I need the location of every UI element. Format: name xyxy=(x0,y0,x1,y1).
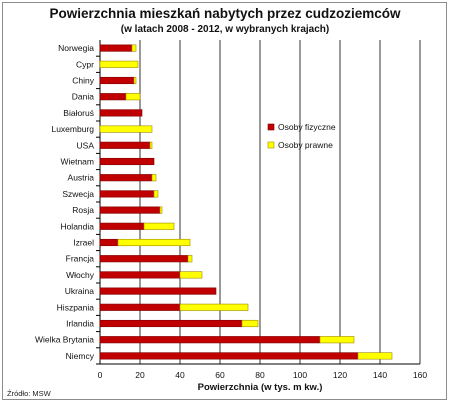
category-label: Białoruś xyxy=(63,108,94,118)
bar-segment-osoby-fizyczne xyxy=(99,141,151,149)
legend-swatch xyxy=(267,141,275,149)
legend-swatch xyxy=(267,123,275,131)
legend-label: Osoby prawne xyxy=(278,140,333,150)
bar-segment-osoby-prawne xyxy=(99,125,153,133)
category-label: Szwecja xyxy=(62,189,94,199)
category-label: Luxemburg xyxy=(51,124,94,134)
bar-segment-osoby-prawne xyxy=(153,190,159,198)
category-label: USA xyxy=(77,140,95,150)
category-label: Rosja xyxy=(72,205,94,215)
bar-segment-osoby-fizyczne xyxy=(99,352,359,360)
bar-segment-osoby-fizyczne xyxy=(99,109,143,117)
bar-segment-osoby-prawne xyxy=(357,352,393,360)
bar-segment-osoby-fizyczne xyxy=(99,238,119,247)
bar-segment-osoby-fizyczne xyxy=(99,157,155,166)
category-label: Izrael xyxy=(73,238,94,248)
category-label: Wielka Brytania xyxy=(35,335,94,345)
legend-label: Osoby fizyczne xyxy=(278,122,336,132)
category-label: Hiszpania xyxy=(57,302,95,312)
bar-segment-osoby-prawne xyxy=(319,336,355,344)
category-label: Niemcy xyxy=(66,351,95,361)
bar-segment-osoby-fizyczne xyxy=(99,93,127,101)
category-label: Cypr xyxy=(76,59,94,69)
bar-segment-osoby-fizyczne xyxy=(99,222,145,230)
category-label: Norwegia xyxy=(58,43,94,53)
bar-segment-osoby-prawne xyxy=(149,141,153,149)
bar-segment-osoby-prawne xyxy=(187,255,193,263)
category-label: Włochy xyxy=(66,270,95,280)
category-label: Francja xyxy=(66,254,95,264)
category-label: Austria xyxy=(68,173,95,183)
bar-segment-osoby-prawne xyxy=(125,93,141,101)
bar-segment-osoby-fizyczne xyxy=(99,255,189,263)
bar-segment-osoby-prawne xyxy=(179,271,203,279)
x-tick-label: 160 xyxy=(413,370,427,380)
bar-segment-osoby-fizyczne xyxy=(99,174,153,182)
bar-segment-osoby-prawne xyxy=(179,303,249,311)
bar-segment-osoby-prawne xyxy=(133,76,137,85)
x-tick-label: 120 xyxy=(333,370,347,380)
bar-segment-osoby-fizyczne xyxy=(99,271,181,279)
bar-segment-osoby-fizyczne xyxy=(99,190,155,198)
category-label: Dania xyxy=(72,92,94,102)
x-tick-label: 20 xyxy=(135,370,145,380)
bar-segment-osoby-prawne xyxy=(117,238,191,247)
x-tick-label: 80 xyxy=(255,370,265,380)
bar-segment-osoby-prawne xyxy=(159,206,163,214)
chart-subtitle: (w latach 2008 - 2012, w wybranych kraja… xyxy=(120,24,330,35)
bar-segment-osoby-fizyczne xyxy=(99,287,217,295)
bar-segment-osoby-prawne xyxy=(131,44,137,52)
bar-segment-osoby-prawne xyxy=(151,174,157,182)
bar-segment-osoby-prawne xyxy=(143,222,175,230)
bar-segment-osoby-fizyczne xyxy=(99,44,133,52)
x-tick-label: 40 xyxy=(175,370,185,380)
x-tick-label: 0 xyxy=(98,370,103,380)
category-label: Holandia xyxy=(60,221,94,231)
bar-segment-osoby-fizyczne xyxy=(99,76,135,85)
source-note: Źródło: MSW xyxy=(7,389,51,398)
bar-segment-osoby-fizyczne xyxy=(99,303,181,311)
x-tick-label: 140 xyxy=(373,370,387,380)
category-label: Ukraina xyxy=(65,286,95,296)
x-tick-label: 100 xyxy=(293,370,307,380)
category-label: Chiny xyxy=(72,76,94,86)
category-label: Wietnam xyxy=(60,157,94,167)
category-label: Irlandia xyxy=(66,319,94,329)
x-axis-title: Powierzchnia (w tys. m kw.) xyxy=(198,382,323,393)
x-tick-label: 60 xyxy=(215,370,225,380)
bar-segment-osoby-prawne xyxy=(241,319,259,328)
chart-frame xyxy=(2,2,447,400)
bar-segment-osoby-fizyczne xyxy=(99,206,161,214)
bar-segment-osoby-fizyczne xyxy=(99,336,321,344)
bar-segment-osoby-prawne xyxy=(99,60,139,68)
bar-segment-osoby-fizyczne xyxy=(99,319,243,328)
chart-title: Powierzchnia mieszkań nabytych przez cud… xyxy=(49,6,401,21)
